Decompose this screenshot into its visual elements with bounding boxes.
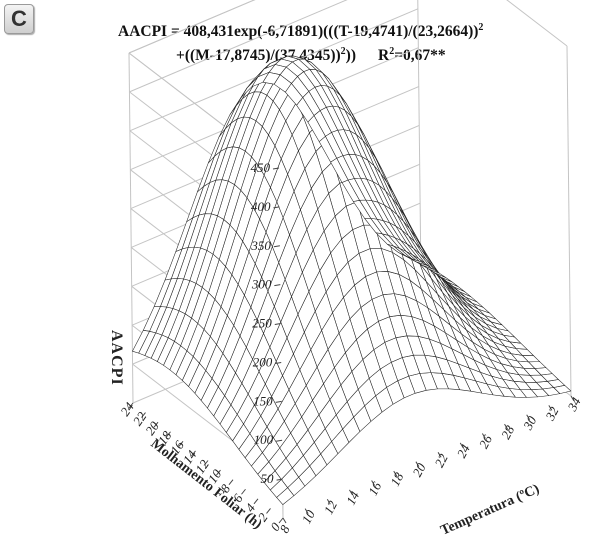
x-tick	[504, 423, 508, 430]
back-wall-gridline	[128, 0, 256, 54]
z-tick	[274, 323, 281, 326]
x-tick-label: 30	[520, 413, 540, 433]
y-tick	[253, 498, 259, 505]
y-tick	[203, 460, 209, 466]
x-axis-title: Temperatura (ºC)	[439, 482, 543, 539]
z-tick-label: 300	[251, 277, 272, 292]
surface-cell	[132, 330, 150, 354]
z-tick	[273, 206, 280, 209]
x-tick-label: 20	[409, 460, 429, 479]
z-tick-label: 150	[253, 393, 273, 408]
x-tick	[459, 442, 464, 449]
z-tick	[276, 439, 283, 442]
z-tick-label: 350	[250, 238, 271, 253]
x-tick-label: 10	[299, 507, 319, 526]
x-tick-label: 12	[321, 498, 341, 517]
box-edge	[566, 45, 572, 397]
x-tick-label: 22	[431, 451, 451, 470]
x-tick	[282, 517, 287, 524]
x-tick	[393, 470, 398, 477]
x-tick-label: 16	[365, 479, 385, 498]
x-tick	[481, 433, 486, 439]
x-tick	[326, 498, 331, 505]
x-tick-label: 26	[476, 432, 496, 451]
z-tick-label: 50	[261, 471, 275, 486]
z-tick-label: 250	[252, 316, 272, 331]
x-tick	[437, 452, 442, 458]
z-tick	[276, 478, 283, 481]
z-tick-label: 100	[254, 432, 274, 447]
z-tick	[272, 167, 280, 170]
box-edge	[506, 0, 568, 47]
x-tick-label: 34	[564, 394, 584, 414]
z-axis-title: AACPI	[108, 330, 125, 386]
x-tick	[349, 489, 353, 496]
equation-line-1: AACPI = 408,431exp(-6,71891)(((T-19,4741…	[118, 22, 484, 41]
y-tick	[153, 421, 159, 428]
equation: AACPI = 408,431exp(-6,71891)(((T-19,4741…	[118, 18, 588, 66]
y-tick	[228, 479, 234, 485]
x-tick	[548, 405, 553, 411]
x-tick	[415, 461, 420, 467]
y-tick	[216, 469, 221, 476]
y-tick	[266, 508, 271, 514]
y-tick	[141, 412, 146, 418]
x-tick	[526, 414, 531, 421]
y-tick	[178, 441, 184, 447]
box-edge	[417, 0, 422, 282]
z-tick	[274, 284, 281, 287]
y-tick	[166, 431, 171, 438]
x-tick-label: 24	[454, 441, 474, 460]
z-tick	[273, 245, 280, 248]
box-edge	[128, 52, 134, 404]
y-tick	[278, 517, 284, 524]
z-tick	[275, 400, 282, 403]
panel-label: C	[4, 4, 34, 34]
z-tick-label: 200	[253, 354, 273, 369]
z-tick-label: 400	[251, 199, 271, 214]
y-tick	[128, 402, 134, 409]
surface-mesh	[132, 55, 572, 505]
x-tick	[304, 508, 309, 514]
y-tick	[241, 488, 246, 495]
x-tick-label: 28	[498, 423, 518, 442]
z-tick	[275, 361, 282, 364]
x-tick-label: 14	[343, 488, 363, 507]
y-tick	[191, 450, 196, 457]
x-tick-label: 32	[542, 404, 562, 424]
x-tick-label: 18	[387, 470, 407, 489]
z-tick-label: 450	[251, 160, 271, 175]
x-tick	[570, 395, 575, 402]
r-squared: R2=0,67**	[377, 46, 446, 65]
box-edge	[128, 0, 256, 54]
x-tick	[371, 480, 376, 486]
back-wall-gridline	[129, 0, 348, 93]
